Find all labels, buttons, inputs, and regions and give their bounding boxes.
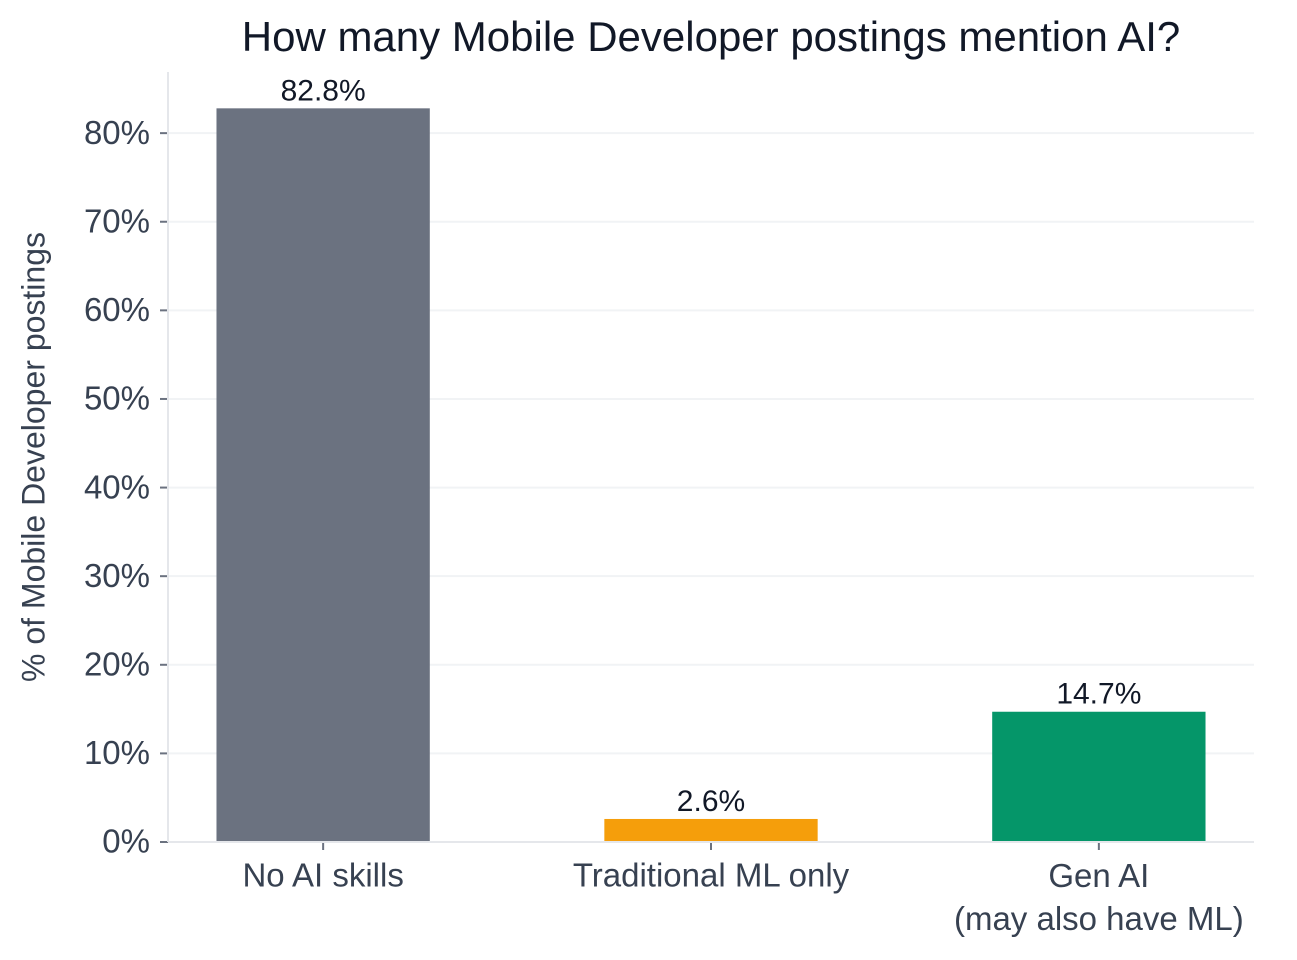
y-tick-label: 60%: [84, 291, 150, 328]
chart-title: How many Mobile Developer postings menti…: [242, 13, 1180, 60]
y-tick-label: 20%: [84, 646, 150, 683]
y-tick-label: 10%: [84, 734, 150, 771]
y-tick-label: 30%: [84, 557, 150, 594]
y-tick-label: 0%: [102, 823, 150, 860]
bar: [992, 711, 1206, 842]
bar: [216, 108, 430, 843]
y-axis-label: % of Mobile Developer postings: [15, 232, 51, 682]
y-tick-label: 70%: [84, 202, 150, 239]
x-tick-label: Traditional ML only: [573, 857, 850, 894]
y-tick-label: 80%: [84, 114, 150, 151]
value-label: 14.7%: [1056, 678, 1141, 711]
value-label: 82.8%: [281, 74, 366, 107]
y-tick-label: 40%: [84, 468, 150, 505]
x-tick-label: No AI skills: [242, 857, 403, 894]
y-tick-label: 50%: [84, 380, 150, 417]
value-label: 2.6%: [677, 785, 745, 818]
bar: [604, 818, 818, 842]
x-tick-label: Gen AI (may also have ML): [954, 857, 1244, 937]
